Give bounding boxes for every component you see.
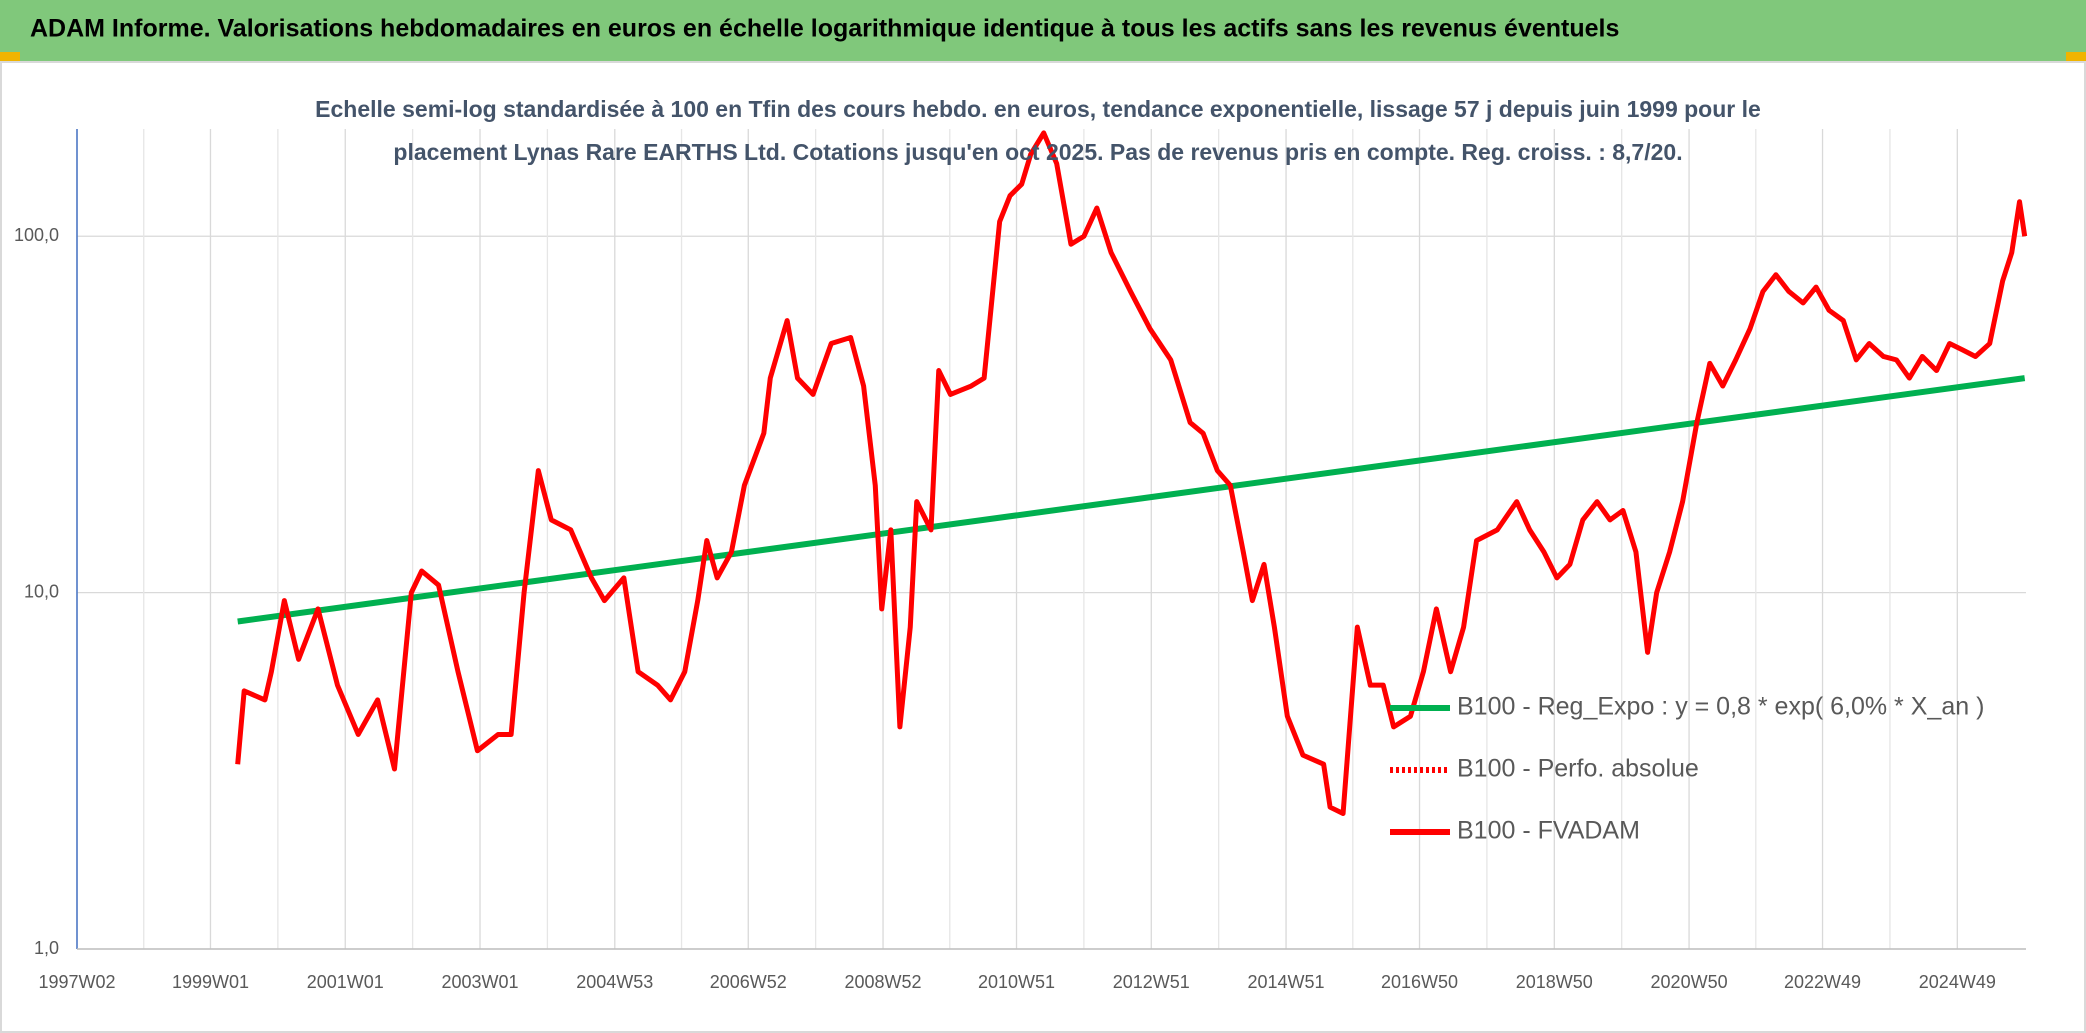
x-tick-label: 2006W52 bbox=[710, 972, 787, 992]
x-tick-label: 2020W50 bbox=[1651, 972, 1728, 992]
legend-label: B100 - Reg_Expo : y = 0,8 * exp( 6,0% * … bbox=[1457, 693, 1984, 721]
title-bar bbox=[0, 0, 2086, 62]
frame bbox=[0, 61, 2086, 1033]
y-tick-label: 1,0 bbox=[34, 938, 59, 958]
x-tick-label: 2014W51 bbox=[1248, 972, 1325, 992]
x-tick-label: 2016W50 bbox=[1381, 972, 1458, 992]
chart-title: ADAM Informe. Valorisations hebdomadaire… bbox=[30, 15, 1619, 43]
x-tick-label: 1999W01 bbox=[172, 972, 249, 992]
x-tick-label: 2001W01 bbox=[307, 972, 384, 992]
y-tick-label: 100,0 bbox=[14, 225, 59, 245]
legend-label: B100 - Perfo. absolue bbox=[1457, 755, 1699, 783]
data-line bbox=[237, 375, 2026, 625]
x-tick-label: 2010W51 bbox=[978, 972, 1055, 992]
x-tick-label: 2018W50 bbox=[1516, 972, 1593, 992]
y-tick-label: 10,0 bbox=[24, 581, 59, 601]
corner-mark bbox=[2066, 52, 2086, 62]
legend-label: B100 - FVADAM bbox=[1457, 817, 1640, 845]
x-tick-label: 1997W02 bbox=[38, 972, 115, 992]
corner-mark bbox=[0, 52, 20, 62]
x-tick-label: 2004W53 bbox=[576, 972, 653, 992]
data-line bbox=[235, 130, 2028, 817]
x-tick-label: 2024W49 bbox=[1919, 972, 1996, 992]
chart-subtitle: Echelle semi-log standardisée à 100 en T… bbox=[315, 96, 1761, 165]
x-tick-label: 2022W49 bbox=[1784, 972, 1861, 992]
x-tick-label: 2003W01 bbox=[441, 972, 518, 992]
x-tick-label: 2008W52 bbox=[845, 972, 922, 992]
x-tick-label: 2012W51 bbox=[1113, 972, 1190, 992]
